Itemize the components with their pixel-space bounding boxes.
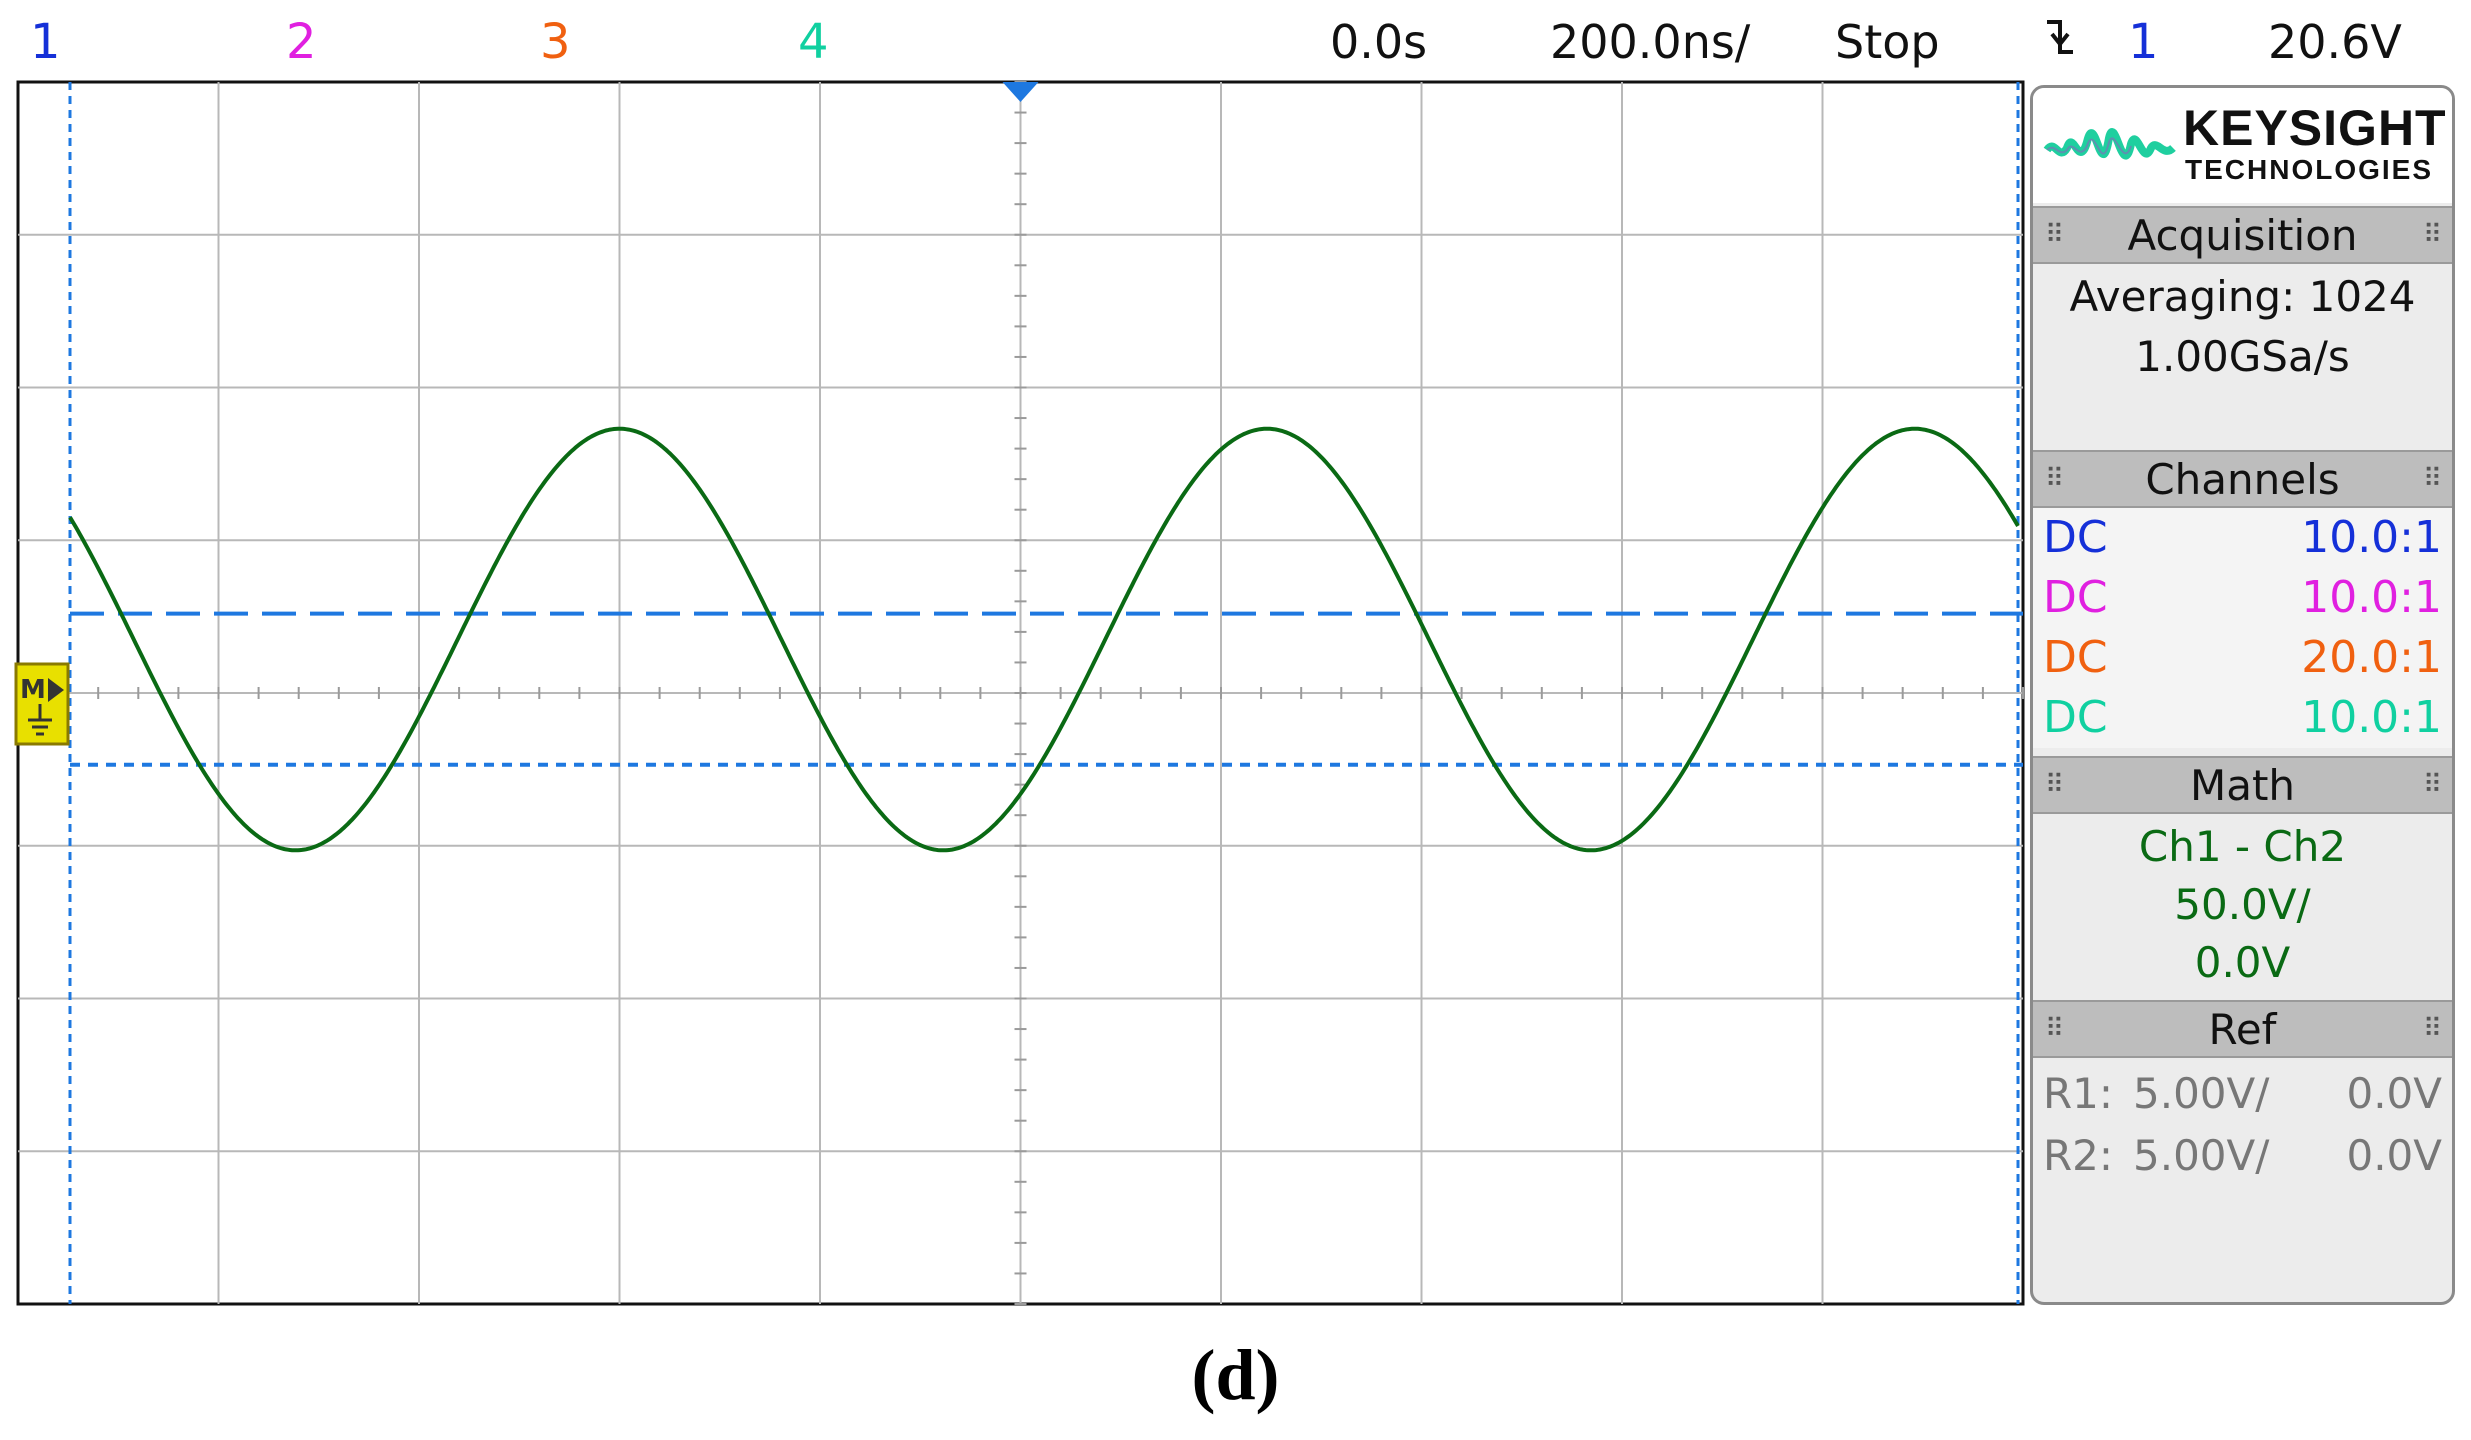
falling-edge-trigger-icon[interactable] — [2043, 14, 2077, 72]
drag-handle-icon[interactable]: ⠿ — [2045, 464, 2064, 494]
channel-probe-ratio: 10.0:1 — [2301, 692, 2442, 743]
acquisition-title: Acquisition — [2127, 211, 2358, 260]
figure-caption: (d) — [1191, 1335, 1280, 1415]
channel-coupling: DC — [2043, 632, 2108, 683]
channel-row-4[interactable]: DC 10.0:1 — [2033, 688, 2452, 748]
ref-scale: 5.00V/ — [2133, 1131, 2270, 1180]
ref-name: R1: — [2043, 1069, 2114, 1118]
channels-title: Channels — [2145, 455, 2340, 504]
math-offset: 0.0V — [2194, 938, 2291, 987]
channel-row-2[interactable]: DC 10.0:1 — [2033, 568, 2452, 628]
drag-handle-icon[interactable]: ⠿ — [2422, 464, 2442, 494]
brand-logo: KEYSIGHT TECHNOLOGIES — [2033, 88, 2452, 203]
channels-body: DC 10.0:1 DC 10.0:1 DC 20.0:1 DC 10.0:1 — [2033, 508, 2452, 748]
brand-subtitle: TECHNOLOGIES — [2185, 154, 2434, 185]
ref-scale: 5.00V/ — [2133, 1069, 2270, 1118]
graticule-ticks — [17, 81, 2024, 1305]
drag-handle-icon[interactable]: ⠿ — [2045, 770, 2064, 800]
math-function: Ch1 - Ch2 — [2138, 822, 2347, 871]
acquisition-mode: Averaging: 1024 — [2069, 272, 2416, 321]
run-state-indicator[interactable]: Stop — [1835, 15, 1940, 69]
ref-body: R1: 5.00V/ 0.0V R2: 5.00V/ 0.0V — [2033, 1058, 2452, 1258]
math-body: Ch1 - Ch2 50.0V/ 0.0V — [2033, 814, 2452, 1000]
ref-name: R2: — [2043, 1131, 2114, 1180]
side-panel: KEYSIGHT TECHNOLOGIES ⠿ Acquisition ⠿ Av… — [2030, 85, 2455, 1305]
trigger-position-marker[interactable] — [1002, 82, 1039, 102]
time-offset-readout[interactable]: 0.0s — [1330, 15, 1428, 69]
drag-handle-icon[interactable]: ⠿ — [2422, 770, 2442, 800]
time-scale-readout[interactable]: 200.0ns/ — [1550, 15, 1751, 69]
math-marker-label: M — [20, 675, 46, 705]
waveform-display[interactable]: M — [0, 0, 2030, 1310]
brand-name: KEYSIGHT — [2183, 100, 2447, 156]
ref-row-1[interactable]: R1: 5.00V/ 0.0V — [2033, 1064, 2452, 1124]
ref-offset: 0.0V — [2346, 1131, 2442, 1180]
trigger-channel-readout[interactable]: 1 — [2128, 14, 2159, 70]
status-bar: 1 2 3 4 0.0s 200.0ns/ Stop 1 20.6V — [0, 0, 2471, 82]
math-waveform-trace — [68, 426, 2020, 853]
channel-2-indicator[interactable]: 2 — [286, 14, 317, 70]
acquisition-body: Averaging: 1024 1.00GSa/s — [2033, 264, 2452, 450]
trigger-level-readout[interactable]: 20.6V — [2268, 15, 2402, 69]
sample-rate: 1.00GSa/s — [2135, 332, 2350, 381]
math-title: Math — [2189, 761, 2296, 810]
keysight-wave-icon — [2043, 128, 2176, 160]
drag-handle-icon[interactable]: ⠿ — [2045, 220, 2064, 250]
drag-handle-icon[interactable]: ⠿ — [2422, 220, 2442, 250]
math-scale: 50.0V/ — [2174, 880, 2311, 929]
drag-handle-icon[interactable]: ⠿ — [2045, 1014, 2064, 1044]
channel-probe-ratio: 10.0:1 — [2301, 512, 2442, 563]
channel-coupling: DC — [2043, 692, 2108, 743]
ref-header[interactable]: ⠿ Ref ⠿ — [2033, 1000, 2452, 1058]
ref-title: Ref — [2208, 1005, 2277, 1054]
channel-coupling: DC — [2043, 572, 2108, 623]
channel-probe-ratio: 10.0:1 — [2301, 572, 2442, 623]
channel-coupling: DC — [2043, 512, 2108, 563]
channel-row-1[interactable]: DC 10.0:1 — [2033, 508, 2452, 568]
channel-row-3[interactable]: DC 20.0:1 — [2033, 628, 2452, 688]
ref-row-2[interactable]: R2: 5.00V/ 0.0V — [2033, 1126, 2452, 1186]
math-ground-marker[interactable]: M — [14, 662, 70, 746]
channel-probe-ratio: 20.0:1 — [2301, 632, 2442, 683]
channels-header[interactable]: ⠿ Channels ⠿ — [2033, 450, 2452, 508]
acquisition-header[interactable]: ⠿ Acquisition ⠿ — [2033, 206, 2452, 264]
ref-offset: 0.0V — [2346, 1069, 2442, 1118]
channel-4-indicator[interactable]: 4 — [798, 14, 829, 70]
channel-3-indicator[interactable]: 3 — [540, 14, 571, 70]
drag-handle-icon[interactable]: ⠿ — [2422, 1014, 2442, 1044]
math-header[interactable]: ⠿ Math ⠿ — [2033, 756, 2452, 814]
channel-1-indicator[interactable]: 1 — [30, 14, 61, 70]
